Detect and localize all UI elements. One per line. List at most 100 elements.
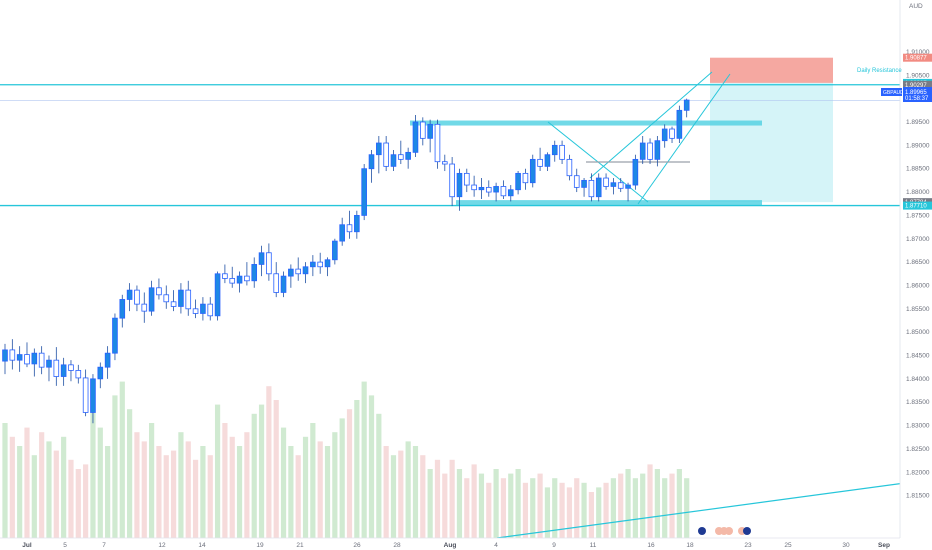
y-tick-label: 1.84500 — [906, 353, 930, 360]
volume-bar — [654, 469, 660, 538]
candle-down — [295, 268, 301, 275]
volume-bar — [346, 409, 353, 538]
volume-bar — [119, 381, 125, 538]
flag-uk-icon[interactable] — [698, 527, 706, 535]
stop-loss-zone — [710, 57, 833, 83]
volume-bar — [75, 469, 81, 538]
volume-bar — [61, 436, 67, 538]
candle-down — [266, 252, 272, 275]
candle-down — [38, 352, 45, 368]
candle-up — [683, 99, 690, 111]
volume-bar — [552, 478, 558, 538]
candle-up — [2, 349, 8, 362]
x-tick-label: Jul — [22, 542, 32, 549]
candle-up — [529, 158, 536, 184]
candle-up — [200, 303, 206, 314]
candle-up — [478, 186, 485, 191]
candle-up — [310, 261, 316, 268]
volume-bar — [398, 450, 404, 538]
candle-up — [595, 177, 602, 198]
volume-bar — [68, 459, 74, 538]
x-tick-label: 19 — [256, 542, 264, 549]
volume-bar — [170, 450, 177, 538]
x-tick-label: 16 — [647, 542, 655, 549]
volume-bar — [97, 427, 103, 538]
candle-up — [46, 359, 52, 368]
candle-up — [376, 142, 382, 156]
candlestick-series — [2, 98, 690, 424]
candle-down — [222, 273, 228, 279]
x-tick-label: 18 — [686, 542, 694, 549]
volume-bar — [310, 423, 316, 538]
volume-bar — [647, 464, 653, 538]
candle-up — [339, 224, 345, 242]
volume-bar — [383, 446, 389, 538]
candle-up — [112, 317, 118, 354]
candle-up — [31, 352, 38, 365]
volume-bar — [163, 455, 169, 538]
candle-down — [82, 377, 89, 413]
flag-uk-icon[interactable] — [725, 527, 733, 535]
candle-up — [104, 352, 111, 368]
candle-up — [632, 158, 639, 186]
volume-bar — [141, 441, 147, 538]
economic-events[interactable] — [698, 527, 751, 535]
flag-uk-icon[interactable] — [743, 527, 751, 535]
candle-up — [258, 252, 265, 265]
volume-bar — [456, 469, 463, 538]
candle-down — [156, 287, 162, 296]
volume-bar — [434, 459, 441, 538]
candle-up — [302, 266, 309, 275]
volume-bar — [669, 473, 675, 538]
candle-up — [148, 287, 155, 312]
price-tag-value: 1.90297 — [905, 83, 927, 89]
candle-down — [603, 177, 609, 187]
volume-bar — [566, 487, 573, 538]
candle-up — [551, 144, 558, 156]
volume-bar — [354, 400, 360, 538]
daily-resistance-label: Daily Resistance — [857, 68, 902, 74]
candle-up — [126, 289, 133, 300]
volume-bar — [295, 455, 301, 538]
currency-label: AUD — [909, 3, 923, 10]
candle-up — [456, 172, 463, 198]
volume-bar — [559, 482, 565, 538]
volume-bar — [200, 446, 206, 538]
candle-down — [522, 172, 529, 184]
volume-bar — [640, 473, 646, 538]
candle-up — [288, 268, 294, 277]
candle-up — [412, 121, 419, 153]
volume-bar — [236, 446, 243, 538]
candle-up — [324, 259, 331, 268]
volume-bar — [17, 446, 23, 538]
volume-bar — [449, 459, 455, 538]
volume-histogram — [2, 381, 690, 538]
y-tick-label: 1.89500 — [906, 119, 930, 126]
candle-down — [163, 294, 170, 303]
candle-up — [90, 378, 96, 413]
candle-down — [398, 154, 404, 160]
candle-up — [236, 275, 243, 284]
y-tick-label: 1.83000 — [906, 423, 930, 430]
volume-bar — [427, 469, 433, 538]
range-high-zone — [410, 120, 762, 126]
candle-up — [60, 364, 67, 377]
price-tag — [903, 80, 932, 89]
volume-bar — [537, 473, 543, 538]
candle-down — [420, 121, 426, 139]
candle-up — [280, 275, 287, 293]
candle-down — [537, 158, 543, 167]
y-tick-label: 1.82000 — [906, 469, 930, 476]
volume-bar — [500, 478, 507, 538]
last-price-value: 1.89965 — [905, 90, 927, 96]
candle-down — [75, 370, 82, 379]
candle-up — [119, 299, 126, 319]
drawing-lines[interactable] — [0, 71, 906, 539]
candle-down — [134, 289, 140, 305]
volume-bar — [39, 432, 45, 538]
candle-up — [427, 123, 433, 139]
candle-down — [471, 184, 477, 191]
